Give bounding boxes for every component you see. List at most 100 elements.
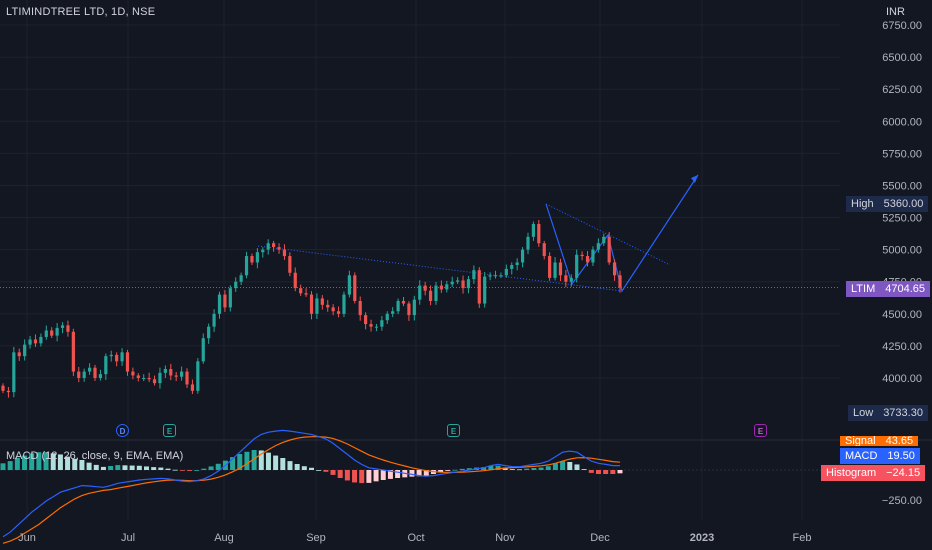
macd-histogram-bar xyxy=(251,450,257,470)
macd-histogram-bar xyxy=(459,468,465,470)
candle xyxy=(44,330,48,337)
drawn-trendlines xyxy=(257,174,699,293)
macd-tag-label: MACD xyxy=(845,450,878,462)
candle xyxy=(315,298,319,314)
candle xyxy=(304,293,308,295)
candle xyxy=(407,303,411,316)
candle xyxy=(136,375,140,378)
candle xyxy=(434,285,438,301)
candle xyxy=(537,223,541,244)
candle xyxy=(369,324,373,327)
candle xyxy=(504,268,508,276)
ltim-tag-value: 4704.65 xyxy=(885,283,926,295)
low-tag-label: Low xyxy=(853,407,874,419)
macd-histogram-bar xyxy=(617,470,623,474)
macd-histogram-bar xyxy=(244,451,250,470)
trendline-dotted xyxy=(257,245,623,292)
macd-histogram-bar xyxy=(194,470,200,471)
candle xyxy=(163,369,167,373)
signal-tag-value: 43.65 xyxy=(885,436,914,446)
candle xyxy=(185,371,189,385)
candle xyxy=(364,315,368,325)
macd-histogram-bar xyxy=(574,464,580,470)
candle xyxy=(477,270,481,304)
macd-histogram-bar xyxy=(373,470,379,482)
macd-histogram-bar xyxy=(7,461,13,470)
candle xyxy=(385,313,389,321)
candle xyxy=(152,379,157,384)
candle xyxy=(288,256,292,273)
macd-legend[interactable]: MACD (12, 26, close, 9, EMA, EMA) xyxy=(6,450,184,462)
candle xyxy=(82,371,86,378)
macd-histogram-bar xyxy=(208,466,214,470)
candle xyxy=(104,356,108,375)
macd-histogram-bar xyxy=(438,470,444,473)
candle xyxy=(17,352,21,357)
candle xyxy=(612,262,617,276)
time-tick-label: Jun xyxy=(18,532,36,544)
candle xyxy=(520,249,525,263)
candle xyxy=(564,275,568,282)
candle xyxy=(461,280,465,289)
macd-histogram-bar xyxy=(93,464,99,470)
candle xyxy=(483,276,487,304)
macd-histogram-bar xyxy=(581,469,587,470)
currency-label: INR xyxy=(886,6,905,18)
candle xyxy=(71,331,75,372)
candle xyxy=(250,256,254,263)
candle xyxy=(6,390,11,393)
signal-tag: Signal 43.65 xyxy=(840,436,919,446)
candle xyxy=(515,262,519,266)
candle xyxy=(234,281,238,289)
macd-histogram-bar xyxy=(265,452,271,470)
candle xyxy=(142,378,146,379)
candle xyxy=(585,256,590,263)
time-tick-label: Jul xyxy=(121,532,135,544)
macd-histogram-bar xyxy=(495,465,501,470)
earnings-icon[interactable]: E xyxy=(163,424,176,437)
candle xyxy=(293,272,297,289)
macd-histogram-bar xyxy=(337,470,343,478)
candle xyxy=(60,325,65,328)
macd-histogram-bar xyxy=(595,470,601,474)
earnings-icon[interactable]: E xyxy=(447,424,460,437)
price-tick-label: 4000.00 xyxy=(882,373,922,385)
chart-title: LTIMINDTREE LTD, 1D, NSE xyxy=(6,6,156,18)
macd-histogram-bar xyxy=(165,468,171,470)
candle xyxy=(255,252,259,263)
macd-histogram-bar xyxy=(359,470,365,484)
macd-histogram-bar xyxy=(179,470,185,471)
macd-tick-label: −250.00 xyxy=(882,495,922,507)
candle xyxy=(115,354,119,362)
dividend-icon[interactable]: D xyxy=(116,424,129,437)
price-tick-label: 5500.00 xyxy=(882,180,922,192)
candle xyxy=(439,285,443,290)
ltim-tag-label: LTIM xyxy=(851,283,876,295)
macd-histogram-bar xyxy=(129,465,135,470)
price-tick-label: 6500.00 xyxy=(882,52,922,64)
earnings-upcoming-icon[interactable]: E xyxy=(754,424,767,437)
signal-line xyxy=(2,436,621,544)
candle xyxy=(207,326,211,339)
histogram-tag-value: −24.15 xyxy=(886,467,921,479)
candle xyxy=(401,300,406,304)
candle xyxy=(526,236,530,250)
price-tick-label: 4250.00 xyxy=(882,341,922,353)
macd-histogram-bar xyxy=(416,470,422,477)
candle xyxy=(602,236,606,244)
price-tick-label: 6750.00 xyxy=(882,20,922,32)
macd-histogram-bar xyxy=(445,470,451,471)
macd-histogram-bar xyxy=(452,469,458,471)
macd-histogram-bar xyxy=(0,463,6,470)
macd-histogram-bar xyxy=(309,467,314,470)
low-tag-value: 3733.30 xyxy=(883,407,923,419)
macd-histogram-bar xyxy=(86,462,92,470)
candle xyxy=(569,277,573,282)
macd-histogram-bar xyxy=(509,469,515,470)
macd-histogram-bar xyxy=(50,453,56,470)
candle xyxy=(336,311,341,314)
candle xyxy=(228,288,232,308)
candle xyxy=(445,284,449,290)
macd-tag-value: 19.50 xyxy=(887,450,915,462)
